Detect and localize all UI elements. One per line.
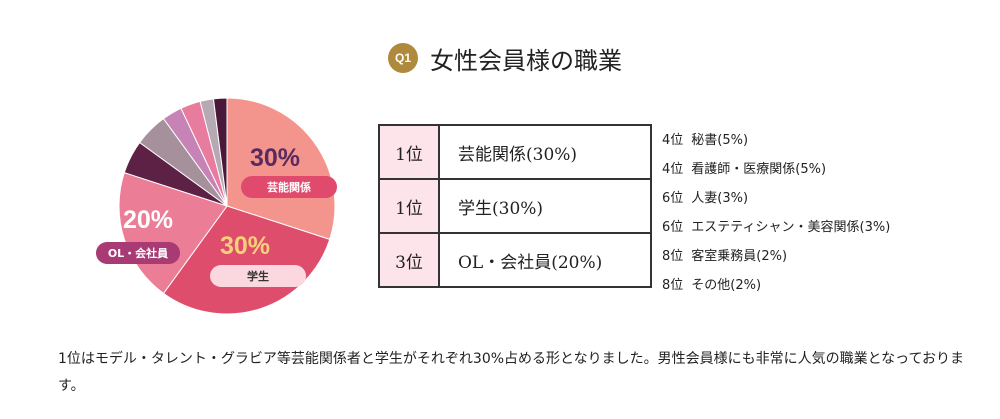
slice-label-pill — [241, 176, 337, 198]
occupation-label: 秘書(5%) — [691, 133, 749, 148]
slice-value-label: 30% — [220, 232, 270, 260]
occupation-cell: 学生(30%) — [438, 178, 652, 234]
rank-label: 8位 — [662, 278, 684, 293]
table-row: 3位 OL・会社員(20%) — [378, 232, 652, 288]
page-title: 女性会員様の職業 — [430, 46, 622, 75]
list-item: 4位 秘書(5%) — [662, 126, 890, 155]
slice-label-pill — [96, 242, 180, 264]
occupation-label: 人妻(3%) — [691, 191, 749, 206]
occupation-cell: OL・会社員(20%) — [438, 232, 652, 288]
pie-slice — [226, 97, 336, 241]
top-ranking-table: 1位 芸能関係(30%) 1位 学生(30%) 3位 OL・会社員(20%) — [378, 124, 652, 288]
rank-label: 8位 — [662, 249, 684, 264]
rank-cell: 1位 — [378, 178, 440, 234]
list-item: 4位 看護師・医療関係(5%) — [662, 155, 890, 184]
list-item: 6位 人妻(3%) — [662, 184, 890, 213]
rank-label: 4位 — [662, 162, 684, 177]
rank-cell: 1位 — [378, 124, 440, 180]
slice-value-label: 20% — [123, 206, 173, 234]
table-row: 1位 芸能関係(30%) — [378, 124, 652, 180]
list-item: 8位 客室乗務員(2%) — [662, 242, 890, 271]
list-item: 8位 その他(2%) — [662, 271, 890, 300]
slice-value-label: 30% — [250, 144, 300, 172]
occupation-label: その他(2%) — [691, 278, 762, 293]
slice-label-pill — [210, 265, 306, 287]
table-row: 1位 学生(30%) — [378, 178, 652, 234]
occupation-label: 客室乗務員(2%) — [691, 249, 788, 264]
summary-text: 1位はモデル・タレント・グラビア等芸能関係者と学生がそれぞれ30%占める形となり… — [58, 351, 965, 394]
section-title: Q1 女性会員様の職業 — [388, 38, 622, 78]
rank-label: 6位 — [662, 220, 684, 235]
rank-label: 6位 — [662, 191, 684, 206]
occupation-label: エステティシャン・美容関係(3%) — [691, 220, 891, 235]
slice-category-label: OL・会社員 — [108, 246, 168, 260]
slice-category-label: 学生 — [247, 269, 269, 283]
other-ranking-list: 4位 秘書(5%) 4位 看護師・医療関係(5%) 6位 人妻(3%) 6位 エステティ… — [662, 126, 890, 300]
pie-slice — [212, 97, 228, 207]
occupation-pie-chart: 30% 芸能関係 30% 学生 20% OL・会社員 — [96, 97, 337, 315]
rank-cell: 3位 — [378, 232, 440, 288]
occupation-cell: 芸能関係(30%) — [438, 124, 652, 180]
occupation-label: 看護師・医療関係(5%) — [691, 162, 827, 177]
question-badge: Q1 — [388, 43, 418, 73]
slice-category-label: 芸能関係 — [267, 180, 311, 194]
list-item: 6位 エステティシャン・美容関係(3%) — [662, 213, 890, 242]
rank-label: 4位 — [662, 133, 684, 148]
